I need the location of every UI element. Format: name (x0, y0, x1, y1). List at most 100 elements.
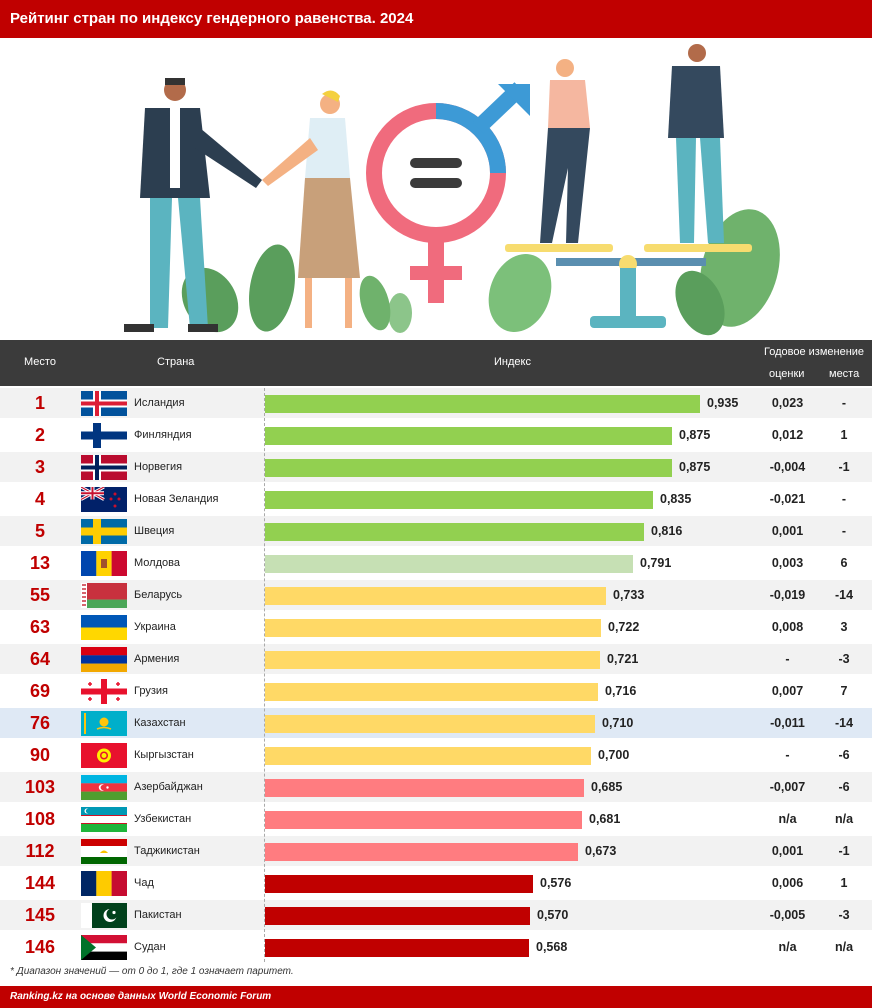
rank-label: 108 (24, 809, 56, 829)
index-value-label: 0,721 (607, 652, 639, 666)
place-change: -1 (838, 844, 850, 858)
header-change: Годовое изменение (764, 346, 865, 358)
armenia-flag-icon (81, 647, 127, 672)
country-label: Чад (134, 877, 154, 889)
score-change: -0,021 (769, 492, 806, 506)
index-value-label: 0,710 (602, 716, 634, 730)
place-change: n/a (834, 812, 854, 826)
rank-label: 69 (29, 681, 51, 701)
illustration-svg (124, 44, 780, 336)
azerbaijan-flag-icon (81, 775, 127, 800)
kazakhstan-flag-icon (81, 711, 127, 736)
source-bar: Ranking.kz на основе данных World Econom… (0, 986, 872, 1008)
country-label: Казахстан (134, 717, 186, 729)
rank-label: 64 (29, 649, 51, 669)
country-label: Кыргызстан (134, 749, 194, 761)
index-value-label: 0,733 (613, 588, 645, 602)
rank-label: 63 (29, 617, 51, 637)
index-bar (265, 907, 530, 925)
index-bar (265, 459, 672, 477)
axis-baseline (264, 388, 265, 962)
table-row: 4 Новая Зеландия 0,835 -0,021 - (0, 484, 872, 514)
kyrgyzstan-flag-icon (81, 743, 127, 768)
country-label: Финляндия (134, 429, 192, 441)
place-change: 6 (840, 556, 848, 570)
page-title: Рейтинг стран по индексу гендерного раве… (0, 0, 872, 38)
table-row: 5 Швеция 0,816 0,001 - (0, 516, 872, 546)
index-bar (265, 939, 529, 957)
place-change: - (841, 492, 847, 506)
rank-label: 145 (24, 905, 56, 925)
index-value-label: 0,570 (537, 908, 569, 922)
table-row: 3 Норвегия 0,875 -0,004 -1 (0, 452, 872, 482)
sudan-flag-icon (81, 935, 127, 960)
gender-equality-illustration (0, 38, 872, 340)
header-country: Страна (157, 356, 195, 368)
score-change: -0,011 (770, 716, 805, 730)
place-change: -1 (838, 460, 850, 474)
index-bar (265, 427, 672, 445)
index-bar (265, 875, 533, 893)
man-figure-icon (124, 78, 262, 332)
score-change: 0,007 (771, 684, 804, 698)
footnote: * Диапазон значений — от 0 до 1, где 1 о… (10, 966, 294, 977)
country-label: Норвегия (134, 461, 183, 473)
table-row: 2 Финляндия 0,875 0,012 1 (0, 420, 872, 450)
new-zealand-flag-icon (81, 487, 127, 512)
score-change: -0,004 (769, 460, 806, 474)
country-label: Узбекистан (134, 813, 192, 825)
index-bar (265, 491, 653, 509)
index-bar (265, 715, 595, 733)
index-bar (265, 683, 598, 701)
index-bar (265, 843, 578, 861)
country-label: Швеция (134, 525, 175, 537)
table-row: 69 Грузия 0,716 0,007 7 (0, 676, 872, 706)
index-bar (265, 395, 700, 413)
place-change: 7 (840, 684, 848, 698)
country-label: Пакистан (134, 909, 182, 921)
table-row: 90 Кыргызстан 0,700 - -6 (0, 740, 872, 770)
country-label: Таджикистан (134, 845, 200, 857)
rank-label: 112 (25, 841, 55, 861)
country-label: Армения (134, 653, 180, 665)
rank-label: 1 (34, 393, 45, 413)
table-row: 63 Украина 0,722 0,008 3 (0, 612, 872, 642)
header-change-place: места (829, 368, 860, 380)
header-change-score: оценки (769, 368, 805, 380)
tajikistan-flag-icon (81, 839, 127, 864)
table-row: 55 Беларусь 0,733 -0,019 -14 (0, 580, 872, 610)
norway-flag-icon (81, 455, 127, 480)
score-change: 0,023 (771, 396, 804, 410)
rank-label: 55 (29, 585, 51, 605)
header-index: Индекс (494, 356, 531, 368)
index-value-label: 0,791 (640, 556, 672, 570)
place-change: 3 (840, 620, 848, 634)
country-label: Молдова (134, 557, 180, 569)
index-value-label: 0,716 (605, 684, 637, 698)
table-row: 145 Пакистан 0,570 -0,005 -3 (0, 900, 872, 930)
table-row: 1 Исландия 0,935 0,023 - (0, 388, 872, 418)
index-value-label: 0,568 (536, 940, 568, 954)
table-row: 146 Судан 0,568 n/a n/a (0, 932, 872, 962)
country-label: Беларусь (134, 589, 183, 601)
georgia-flag-icon (81, 679, 127, 704)
place-change: -14 (834, 588, 854, 602)
place-change: - (841, 396, 847, 410)
place-change: - (841, 524, 847, 538)
index-bar (265, 779, 584, 797)
score-change: -0,007 (769, 780, 806, 794)
place-change: -3 (838, 652, 850, 666)
rank-label: 2 (34, 425, 45, 445)
score-change: n/a (778, 940, 797, 954)
index-value-label: 0,673 (585, 844, 617, 858)
uzbekistan-flag-icon (81, 807, 127, 832)
place-change: 1 (840, 876, 848, 890)
country-label: Азербайджан (134, 781, 203, 793)
table-row: 108 Узбекистан 0,681 n/a n/a (0, 804, 872, 834)
rank-label: 146 (24, 937, 56, 957)
table-row: 76 Казахстан 0,710 -0,011 -14 (0, 708, 872, 738)
table-row: 103 Азербайджан 0,685 -0,007 -6 (0, 772, 872, 802)
index-bar (265, 523, 644, 541)
index-value-label: 0,835 (660, 492, 692, 506)
